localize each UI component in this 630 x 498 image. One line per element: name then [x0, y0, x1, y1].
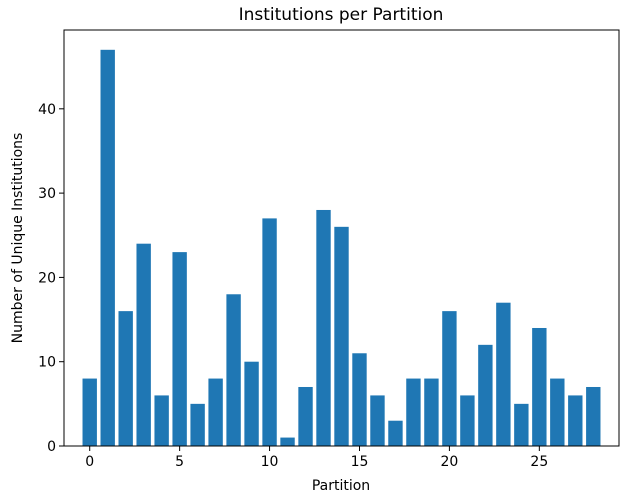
- y-tick-label: 30: [38, 186, 56, 202]
- y-axis-label: Number of Unique Institutions: [10, 133, 26, 344]
- y-tick-label: 0: [47, 439, 56, 455]
- bar-partition-13: [316, 209, 331, 446]
- x-tick-label: 15: [351, 454, 369, 470]
- bar-partition-15: [352, 353, 367, 446]
- y-tick-label: 10: [38, 355, 56, 371]
- bar-partition-10: [262, 218, 277, 446]
- bar-partition-19: [424, 378, 439, 446]
- bar-partition-25: [532, 327, 547, 446]
- y-tick-label: 20: [38, 270, 56, 286]
- bar-partition-23: [496, 302, 511, 446]
- bar-partition-24: [514, 403, 529, 446]
- bar-partition-5: [172, 252, 187, 446]
- bar-partition-16: [370, 395, 385, 446]
- bar-partition-22: [478, 344, 493, 446]
- x-tick-label: 20: [440, 454, 458, 470]
- bar-partition-8: [226, 294, 241, 446]
- bar-partition-1: [100, 49, 115, 447]
- bar-partition-21: [460, 395, 475, 446]
- bars-group: [82, 49, 601, 447]
- bar-partition-3: [136, 243, 151, 446]
- bar-partition-14: [334, 226, 349, 446]
- bar-partition-6: [190, 403, 205, 446]
- bar-partition-17: [388, 420, 403, 446]
- x-tick-label: 25: [530, 454, 548, 470]
- x-tick-label: 5: [175, 454, 184, 470]
- plot-frame: [63, 29, 620, 447]
- chart-title: Institutions per Partition: [239, 5, 444, 25]
- bar-partition-0: [82, 378, 97, 446]
- bar-partition-4: [154, 395, 169, 446]
- bar-partition-11: [280, 437, 295, 446]
- x-tick-label: 0: [85, 454, 94, 470]
- bar-partition-18: [406, 378, 421, 446]
- x-axis-label: Partition: [312, 478, 370, 494]
- y-tick-label: 40: [38, 102, 56, 118]
- bar-partition-9: [244, 361, 259, 446]
- bar-partition-28: [586, 386, 601, 446]
- x-axis-ticks: 0 5 10 15 20 25: [85, 446, 548, 470]
- bar-partition-12: [298, 386, 313, 446]
- bar-partition-26: [550, 378, 565, 446]
- bar-partition-27: [568, 395, 583, 446]
- x-tick-label: 10: [261, 454, 279, 470]
- bar-partition-20: [442, 311, 457, 446]
- y-axis-ticks: 0 10 20 30 40: [38, 102, 64, 455]
- bar-partition-7: [208, 378, 223, 446]
- bar-partition-2: [118, 311, 133, 446]
